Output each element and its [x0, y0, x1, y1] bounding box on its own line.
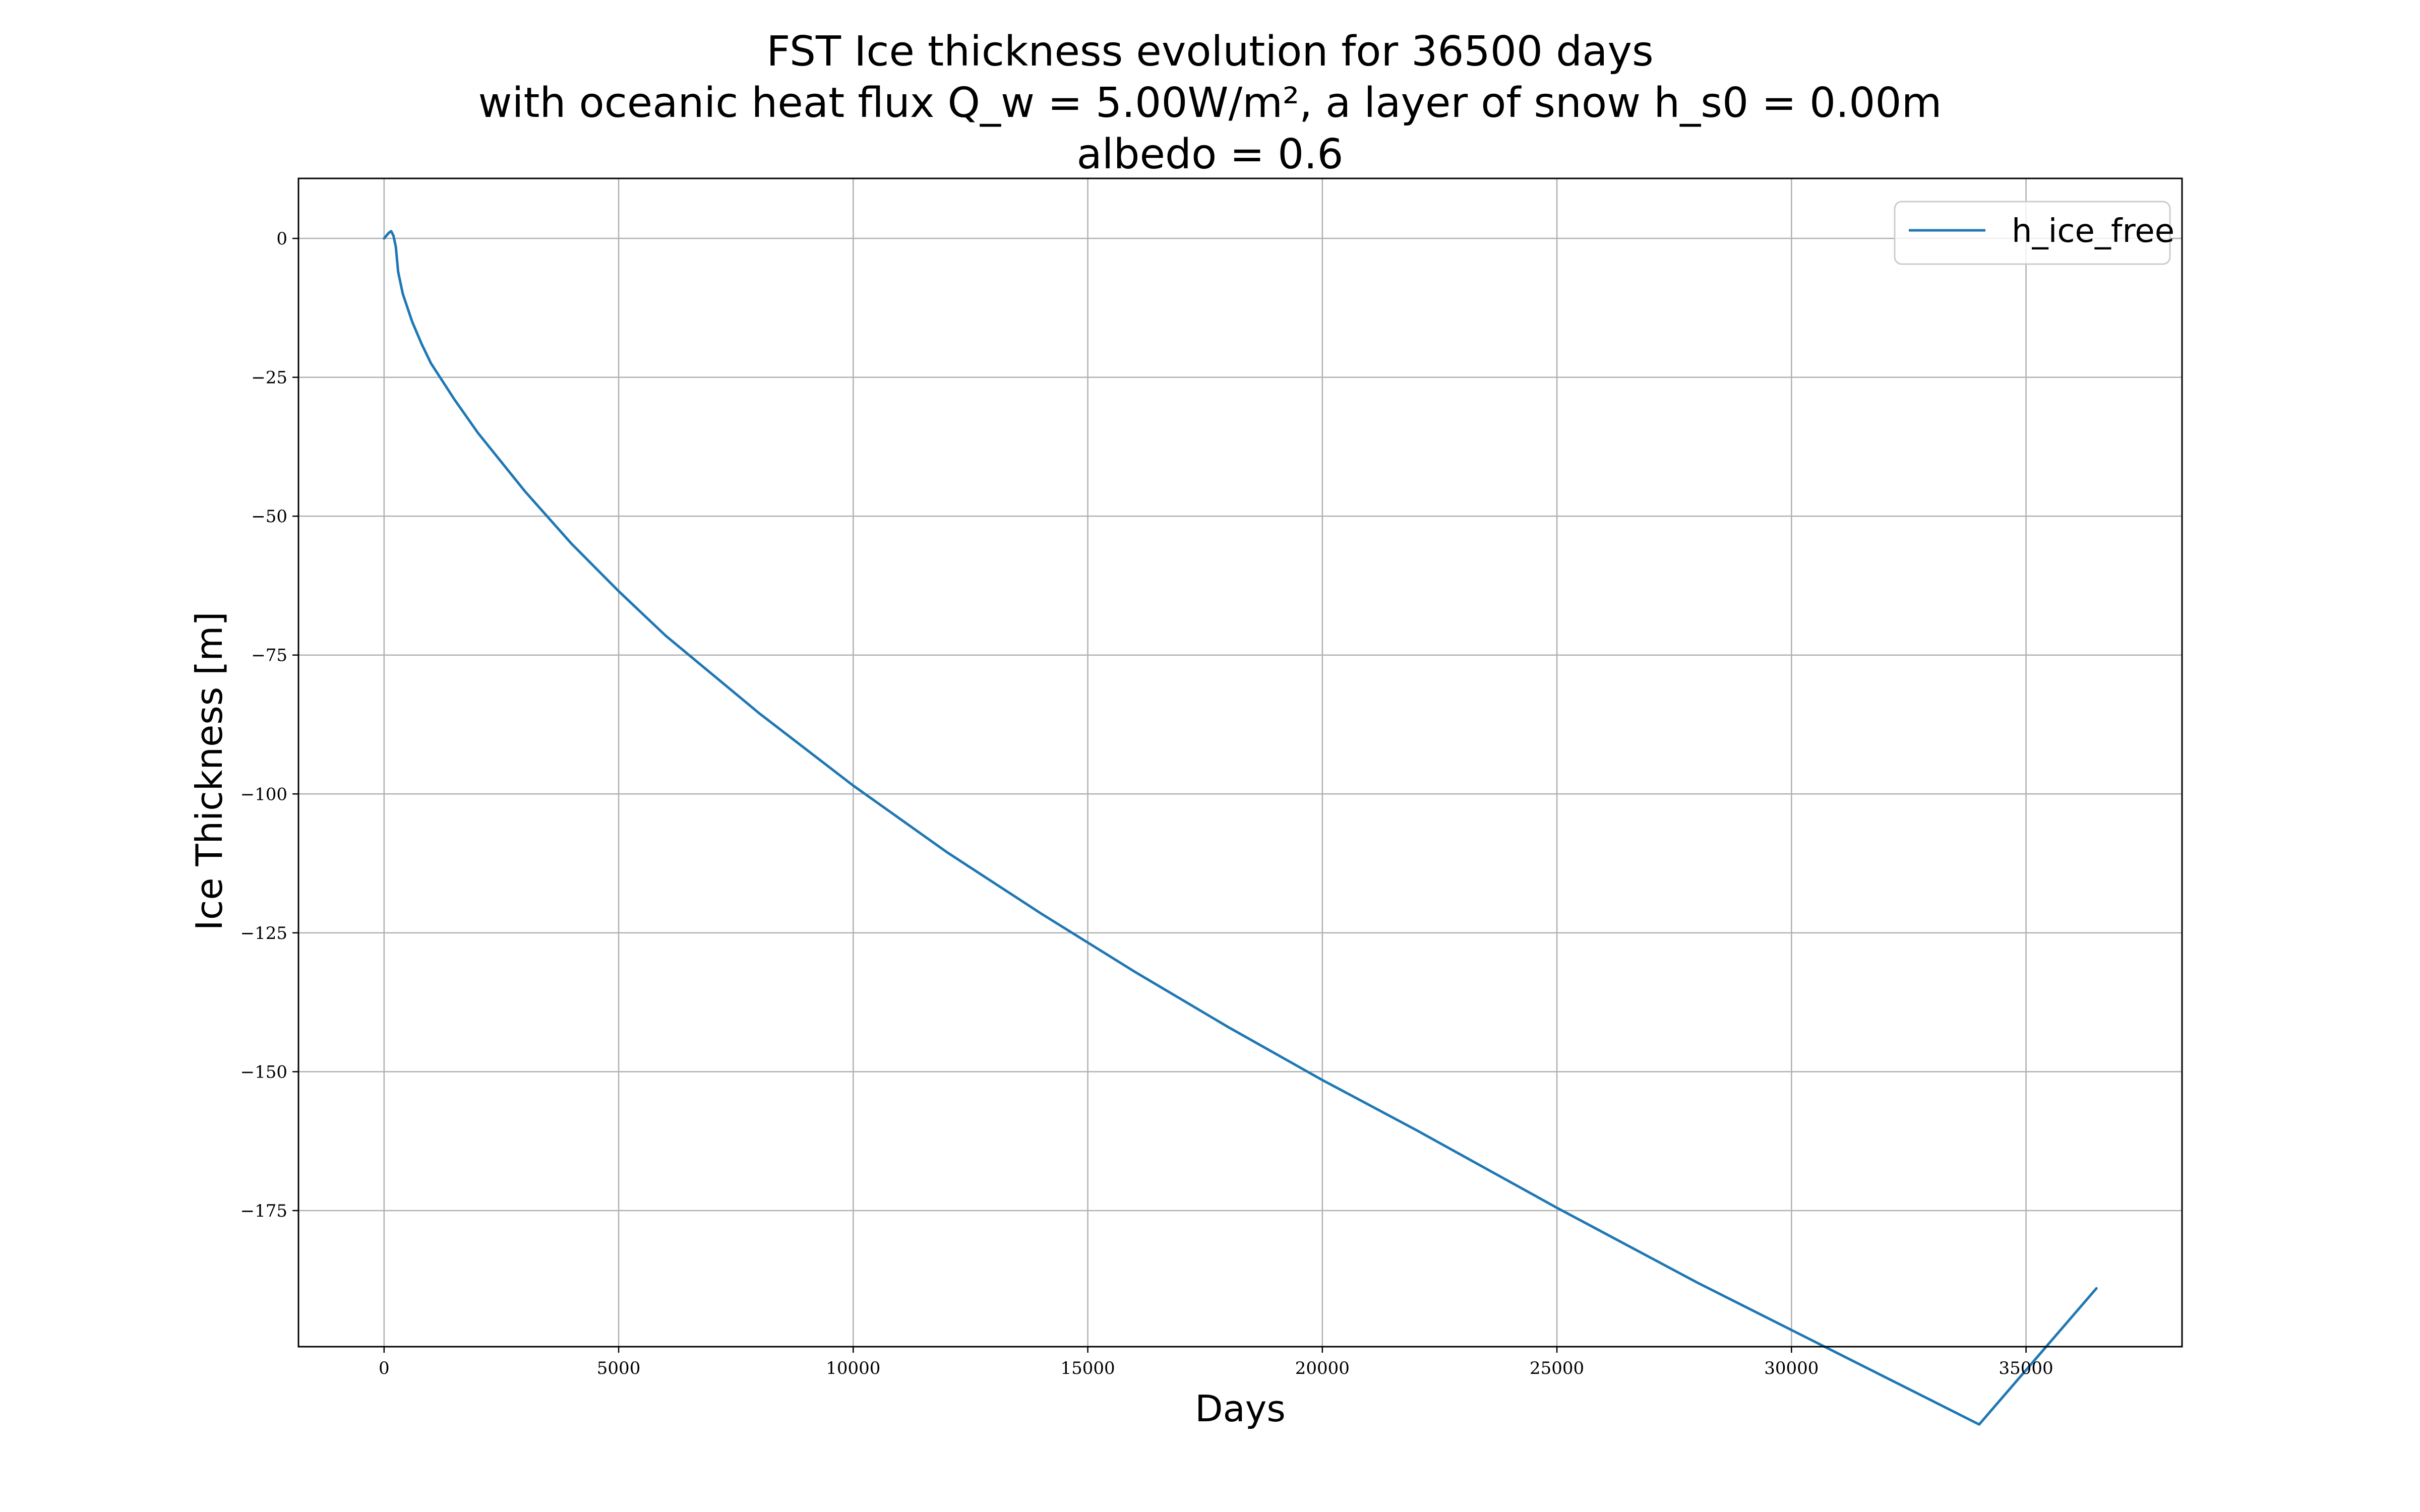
x-tick-label: 15000	[1060, 1358, 1115, 1378]
x-tick-label: 0	[379, 1358, 390, 1378]
legend-label: h_ice_free	[2012, 213, 2174, 250]
series-line-h_ice_free	[383, 230, 2098, 1426]
y-tick-label: −75	[251, 646, 287, 666]
y-tick-label: −175	[240, 1201, 287, 1221]
x-tick-label: 5000	[597, 1358, 641, 1378]
chart-title-line-3: albedo = 0.6	[1077, 131, 1344, 178]
x-tick-label: 25000	[1530, 1358, 1584, 1378]
x-axis-ticks: 0 5000 10000 15000 20000 25000 30000 35000	[379, 1347, 2053, 1378]
x-tick-label: 10000	[826, 1358, 880, 1378]
y-tick-label: −50	[251, 507, 287, 527]
legend: h_ice_free	[1894, 201, 2174, 265]
y-tick-label: −100	[240, 784, 287, 804]
y-tick-label: −150	[240, 1062, 287, 1082]
chart-title-line-1: FST Ice thickness evolution for 36500 da…	[766, 28, 1653, 76]
x-tick-label: 30000	[1764, 1358, 1819, 1378]
x-tick-label: 20000	[1295, 1358, 1350, 1378]
y-tick-label: 0	[276, 229, 287, 249]
x-tick-label: 35000	[1999, 1358, 2053, 1378]
y-axis-label: Ice Thickness [m]	[188, 611, 230, 930]
legend-box	[1894, 201, 2171, 265]
chart-title-line-2: with oceanic heat flux Q_w = 5.00W/m², a…	[478, 79, 1942, 127]
grid	[298, 178, 2182, 1347]
y-axis-ticks: 0 −25 −50 −75 −100 −125 −150 −175	[240, 229, 298, 1221]
y-tick-label: −125	[240, 923, 287, 943]
series-lines	[383, 230, 2098, 1426]
x-axis-label: Days	[1195, 1388, 1286, 1430]
plot-frame	[297, 177, 2183, 1348]
y-tick-label: −25	[251, 368, 287, 388]
